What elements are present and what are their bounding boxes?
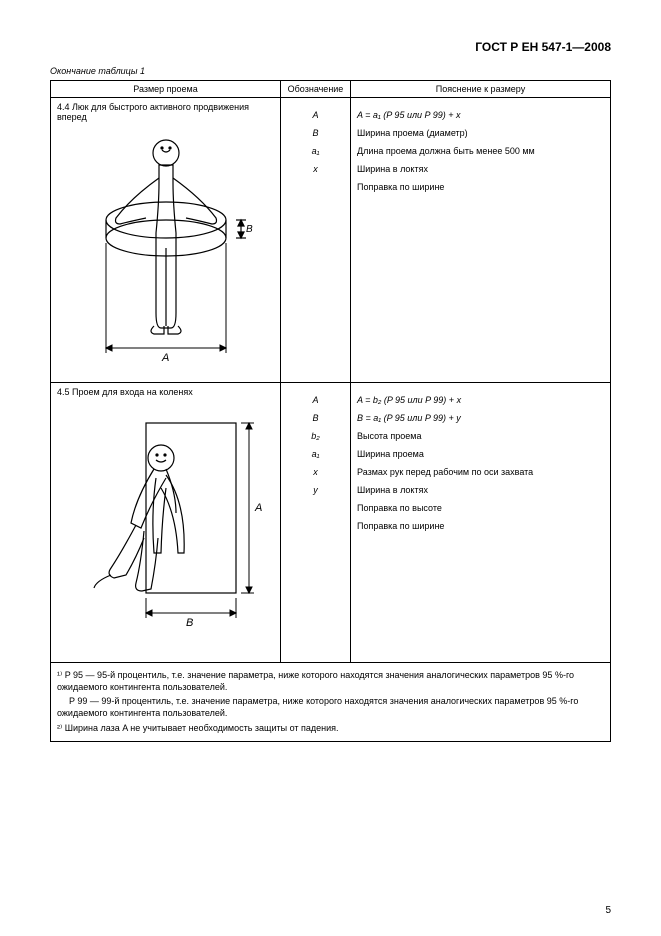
header-col3: Пояснение к размеру xyxy=(351,81,611,98)
table-continuation-label: Окончание таблицы 1 xyxy=(50,66,611,76)
dimensions-table: Размер проема Обозначение Пояснение к ра… xyxy=(50,80,611,742)
row-title: 4.4 Люк для быстрого активного продвижен… xyxy=(57,102,274,122)
explanation-list: A = a₁ (P 95 или P 99) + x Ширина проема… xyxy=(357,110,604,192)
document-page: ГОСТ Р ЕН 547-1—2008 Окончание таблицы 1… xyxy=(0,0,661,936)
header-col1: Размер проема xyxy=(51,81,281,98)
explanation-list: A = b₂ (P 95 или P 99) + x B = a₁ (P 95 … xyxy=(357,395,604,531)
row-title: 4.5 Проем для входа на коленях xyxy=(57,387,274,397)
footnote-1b: P 99 — 99-й процентиль, т.е. значение па… xyxy=(57,696,604,719)
footnote-2: ²⁾ Ширина лаза A не учитывает необходимо… xyxy=(57,723,604,735)
figure-4-5: A B xyxy=(57,403,274,633)
document-id: ГОСТ Р ЕН 547-1—2008 xyxy=(50,40,611,54)
symbol-list: A B a₁ x xyxy=(287,110,344,174)
page-number: 5 xyxy=(605,905,611,916)
table-row: 4.5 Проем для входа на коленях xyxy=(51,383,611,663)
dim-b: B xyxy=(246,224,253,235)
dim-b: B xyxy=(186,617,193,629)
dim-a: A xyxy=(161,352,169,364)
footnote-1a: ¹⁾ P 95 — 95-й процентиль, т.е. значение… xyxy=(57,670,604,693)
symbol-list: A B b₂ a₁ x y xyxy=(287,395,344,495)
footnotes-row: ¹⁾ P 95 — 95-й процентиль, т.е. значение… xyxy=(51,663,611,742)
dim-a: A xyxy=(254,502,262,514)
table-row: 4.4 Люк для быстрого активного продвижен… xyxy=(51,98,611,383)
header-col2: Обозначение xyxy=(281,81,351,98)
figure-4-4: B A xyxy=(57,128,274,378)
